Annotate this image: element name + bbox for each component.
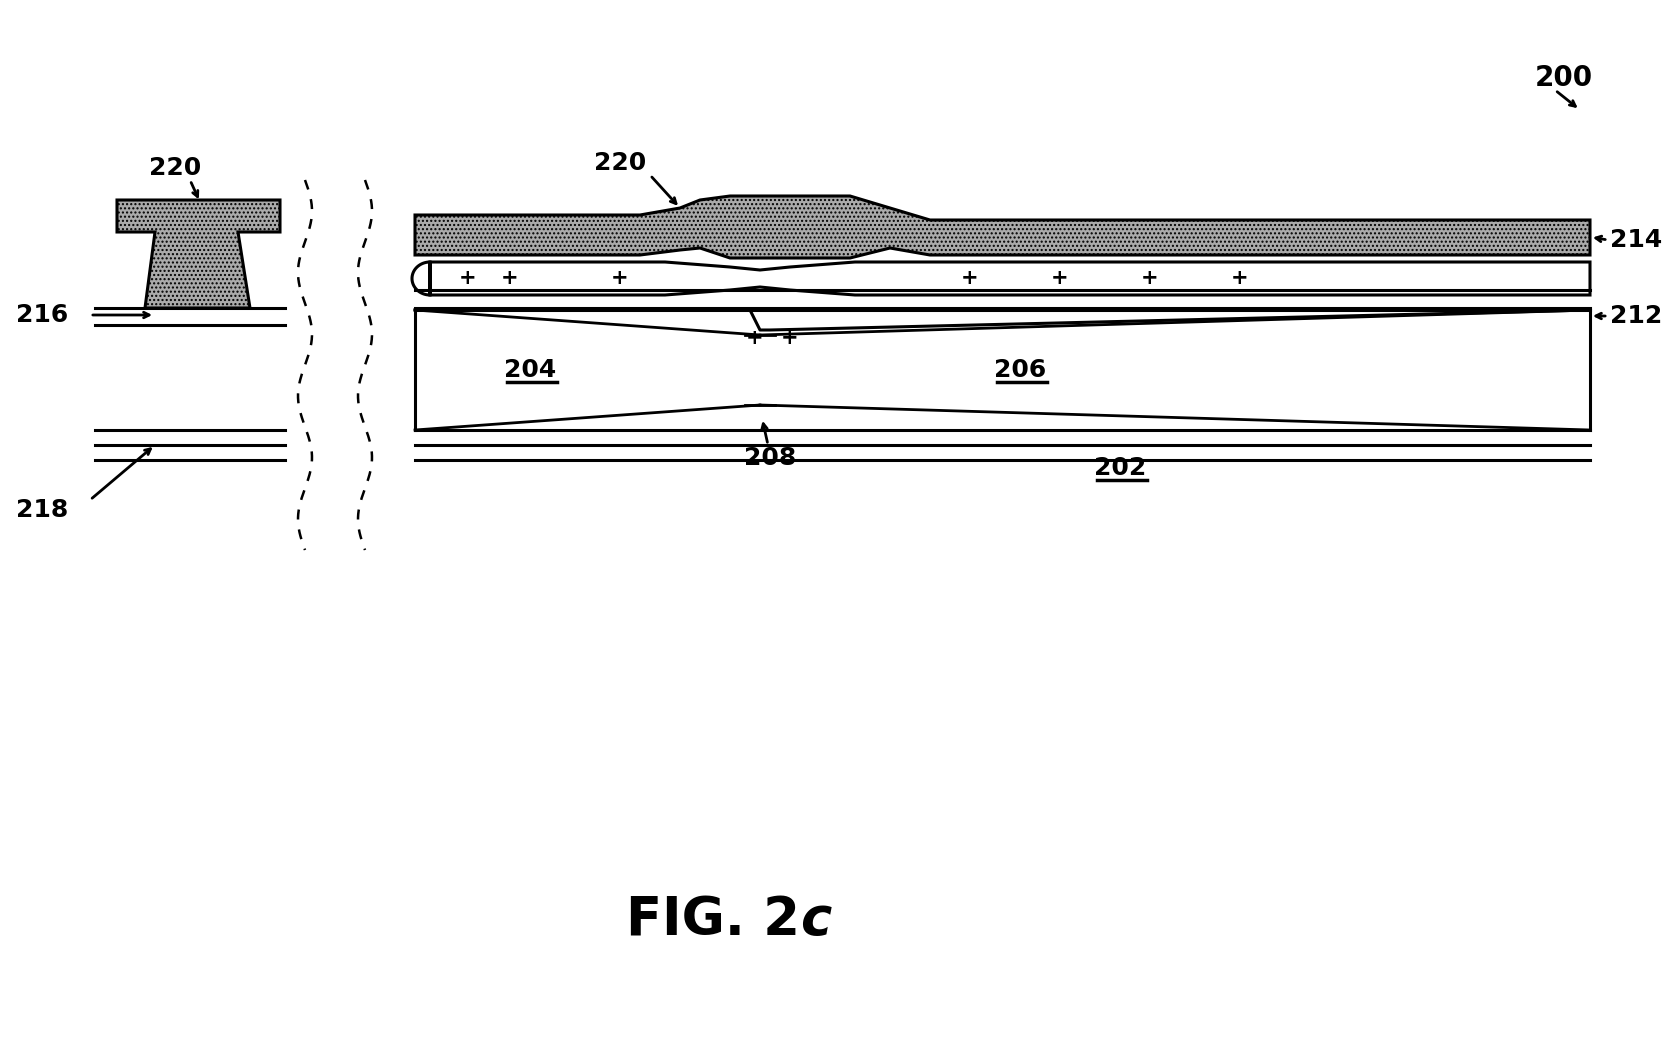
Text: 214: 214 [1609,228,1663,252]
Text: +: + [962,268,979,288]
Text: 218: 218 [15,498,69,522]
Text: 202: 202 [1094,456,1146,480]
Text: 206: 206 [994,358,1046,382]
Text: +: + [781,328,798,348]
Polygon shape [412,262,430,295]
Text: +: + [746,328,765,348]
Polygon shape [117,200,279,308]
Text: 200: 200 [1536,64,1593,92]
Text: +: + [1141,268,1159,288]
Polygon shape [430,262,1589,295]
Text: c: c [800,894,831,946]
Text: +: + [1051,268,1069,288]
Text: +: + [1231,268,1248,288]
Text: 208: 208 [744,446,796,470]
Text: +: + [502,268,519,288]
Text: +: + [611,268,629,288]
Text: 220: 220 [594,151,646,175]
Text: 216: 216 [15,303,69,327]
Text: 204: 204 [504,358,555,382]
Text: 220: 220 [149,156,201,180]
Text: FIG. 2: FIG. 2 [626,894,800,946]
Text: 212: 212 [1609,304,1663,328]
Text: 210: 210 [544,264,596,288]
Text: +: + [458,268,477,288]
Polygon shape [415,196,1589,258]
